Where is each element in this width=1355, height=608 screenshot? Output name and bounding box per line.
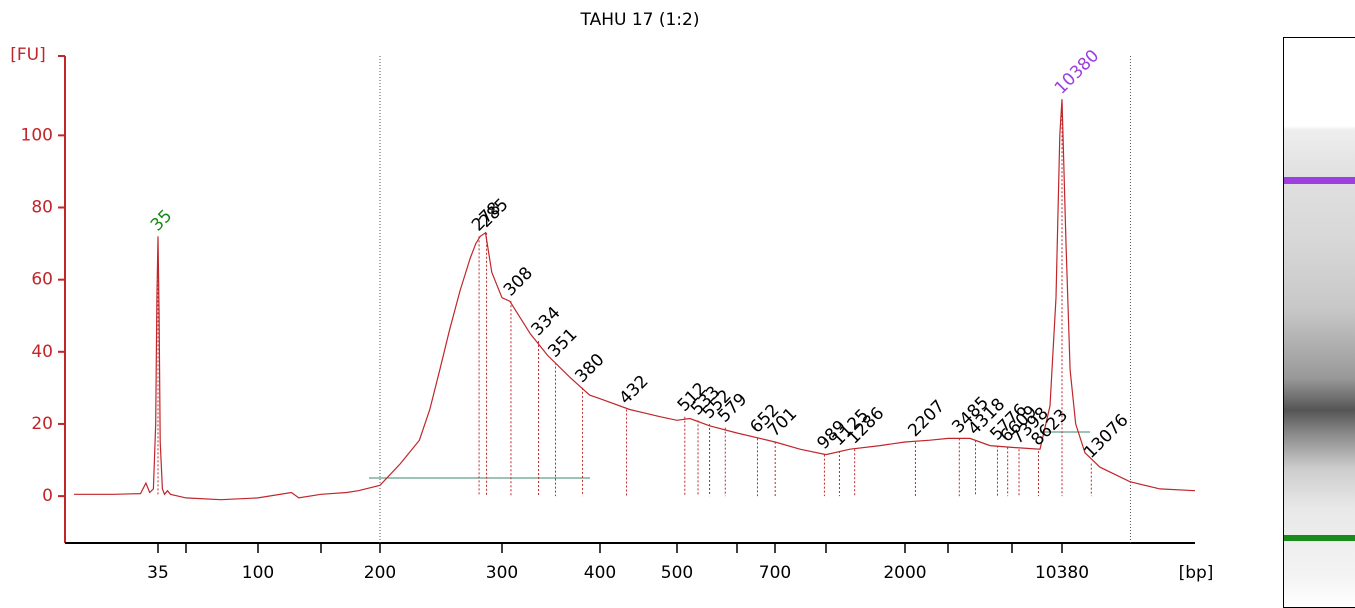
y-tick-label: 100 bbox=[21, 125, 53, 145]
peak-label: 432 bbox=[615, 372, 652, 409]
y-tick-label: 80 bbox=[31, 198, 53, 218]
peak-label: 308 bbox=[500, 263, 537, 300]
x-tick-label: 35 bbox=[147, 563, 169, 583]
x-tick-label: 200 bbox=[364, 563, 396, 583]
x-axis-label: [bp] bbox=[1179, 563, 1214, 583]
y-tick-label: 40 bbox=[31, 342, 53, 362]
peak-label: 10380 bbox=[1051, 46, 1103, 98]
x-tick-label: 100 bbox=[242, 563, 274, 583]
y-tick-label: 20 bbox=[31, 414, 53, 434]
x-tick-label: 500 bbox=[661, 563, 693, 583]
upper-marker-band bbox=[1284, 177, 1355, 184]
gel-image bbox=[1283, 37, 1355, 608]
peak-label: 2207 bbox=[904, 396, 949, 441]
peak-label: 35 bbox=[147, 206, 176, 235]
y-tick-label: 0 bbox=[42, 486, 53, 506]
lower-marker-band bbox=[1284, 535, 1355, 541]
x-tick-label: 10380 bbox=[1035, 563, 1089, 583]
x-tick-label: 400 bbox=[584, 563, 616, 583]
x-tick-label: 300 bbox=[486, 563, 518, 583]
peak-label: 380 bbox=[571, 350, 608, 387]
y-tick-label: 60 bbox=[31, 270, 53, 290]
trace bbox=[74, 99, 1196, 501]
chart-title: TAHU 17 (1:2) bbox=[580, 10, 700, 30]
x-tick-label: 2000 bbox=[883, 563, 926, 583]
chart: TAHU 17 (1:2) [FU] [bp] 0 20 40 60 80 100 35 10… bbox=[10, 10, 1214, 583]
peak-label: 13076 bbox=[1080, 410, 1132, 462]
x-tick-label: 700 bbox=[759, 563, 791, 583]
y-axis-label: [FU] bbox=[10, 45, 46, 65]
